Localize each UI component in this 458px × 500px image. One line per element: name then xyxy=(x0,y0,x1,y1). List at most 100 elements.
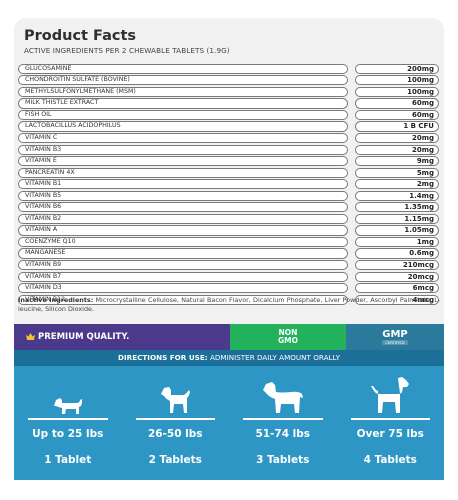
ingredient-amount: 210mcg xyxy=(355,259,439,271)
ingredient-amount: 20mg xyxy=(355,144,439,155)
ingredient-name: VITAMIN B9 xyxy=(18,259,348,271)
ingredient-row: METHYLSULFONYLMETHANE (MSM) 100mg xyxy=(18,86,440,98)
directions-label: DIRECTIONS FOR USE: xyxy=(118,353,208,362)
weight-range: Over 75 lbs xyxy=(356,428,424,440)
ingredient-row: PANCREATIN 4X 5mg xyxy=(18,167,440,179)
small-dog-icon xyxy=(53,398,82,414)
inactive-ingredients-text: Microcrystalline Cellulose, Natural Baco… xyxy=(18,296,440,313)
ingredient-amount: 6mcg xyxy=(355,283,439,294)
ingredient-name: VITAMIN A xyxy=(18,225,348,236)
ingredient-row: MILK THISTLE EXTRACT 60mg xyxy=(18,98,440,110)
ingredient-row: FISH OIL 60mg xyxy=(18,109,440,121)
ingredient-name: PANCREATIN 4X xyxy=(18,167,348,178)
ingredient-amount: 0.6mg xyxy=(355,248,439,259)
ingredient-name: VITAMIN D3 xyxy=(18,283,348,294)
ingredient-row: VITAMIN B6 1.35mg xyxy=(18,202,440,214)
directions-section: DIRECTIONS FOR USE: ADMINISTER DAILY AMO… xyxy=(14,350,444,480)
ingredient-amount: 100mg xyxy=(355,86,439,97)
ingredient-name: VITAMIN B2 xyxy=(18,213,348,224)
tablet-dose: 3 Tablets xyxy=(256,454,310,466)
weight-range: Up to 25 lbs xyxy=(32,428,104,440)
dosage-columns: Up to 25 lbs 1 Tablet 26-50 lbs 2 Tablet… xyxy=(14,370,444,480)
product-facts-subtitle: ACTIVE INGREDIENTS PER 2 CHEWABLE TABLET… xyxy=(24,46,230,55)
ingredient-row: VITAMIN B3 20mg xyxy=(18,144,440,156)
ingredient-name: METHYLSULFONYLMETHANE (MSM) xyxy=(18,86,348,97)
ingredient-name: GLUCOSAMINE xyxy=(18,63,348,74)
dosage-column-4: Over 75 lbs 4 Tablets xyxy=(337,370,445,480)
premium-quality-badge: PREMIUM QUALITY. xyxy=(14,324,230,350)
tablet-dose: 4 Tablets xyxy=(363,454,417,466)
dosage-column-1: Up to 25 lbs 1 Tablet xyxy=(14,370,122,480)
divider-line xyxy=(350,418,430,420)
ingredient-row: VITAMIN B2 1.15mg xyxy=(18,213,440,225)
ingredient-name: MILK THISTLE EXTRACT xyxy=(18,98,348,109)
weight-range: 51-74 lbs xyxy=(255,428,311,440)
ingredient-name: CHONDROITIN SULFATE (BOVINE) xyxy=(18,75,348,86)
tablet-dose: 1 Tablet xyxy=(44,454,92,466)
ingredient-amount: 1.35mg xyxy=(355,202,439,213)
ingredient-row: VITAMIN B1 2mg xyxy=(18,178,440,190)
ingredient-row: GLUCOSAMINE 200mg xyxy=(18,63,440,75)
divider-line xyxy=(135,418,215,420)
ingredient-row: CHONDROITIN SULFATE (BOVINE) 100mg xyxy=(18,75,440,87)
ingredient-amount: 60mg xyxy=(355,109,439,121)
non-gmo-label-bottom: GMO xyxy=(278,336,298,345)
ingredient-amount: 1mg xyxy=(355,236,439,248)
non-gmo-label-top: NON xyxy=(278,328,298,337)
divider-line xyxy=(243,418,323,420)
ingredient-row: VITAMIN B5 1.4mg xyxy=(18,190,440,202)
ingredient-amount: 100mg xyxy=(355,75,439,86)
ingredient-name: FISH OIL xyxy=(18,109,348,121)
ingredient-amount: 20mcg xyxy=(355,271,439,282)
dosage-column-2: 26-50 lbs 2 Tablets xyxy=(122,370,230,480)
inactive-ingredients-label: Inactive Ingredients: xyxy=(18,296,94,304)
product-facts-panel: Product Facts ACTIVE INGREDIENTS PER 2 C… xyxy=(14,18,444,324)
ingredient-row: VITAMIN A 1.05mg xyxy=(18,225,440,237)
gmp-certified-label: CERTIFIED xyxy=(382,340,408,345)
ingredient-amount: 60mg xyxy=(355,98,439,109)
ingredient-list: GLUCOSAMINE 200mg CHONDROITIN SULFATE (BOV… xyxy=(18,63,440,305)
ingredient-amount: 20mg xyxy=(355,132,439,144)
non-gmo-badge: NON GMO xyxy=(230,324,346,350)
large-dog-icon xyxy=(262,382,303,413)
ingredient-amount: 1.15mg xyxy=(355,213,439,224)
crown-icon xyxy=(26,333,35,340)
ingredient-name: VITAMIN B1 xyxy=(18,179,348,190)
ingredient-name: LACTOBACILLUS ACIDOPHILUS xyxy=(18,121,348,132)
ingredient-name: COENZYME Q10 xyxy=(18,236,348,248)
ingredient-row: LACTOBACILLUS ACIDOPHILUS 1 B CFU xyxy=(18,121,440,133)
ingredient-row: VITAMIN B9 210mcg xyxy=(18,259,440,271)
quality-badges-bar: PREMIUM QUALITY. NON GMO GMP CERTIFIED xyxy=(14,324,444,350)
product-facts-title: Product Facts xyxy=(24,28,137,44)
ingredient-name: VITAMIN B5 xyxy=(18,190,348,201)
ingredient-name: VITAMIN C xyxy=(18,132,348,144)
ingredient-row: VITAMIN D3 6mcg xyxy=(18,282,440,294)
ingredient-row: MANGANESE 0.6mg xyxy=(18,248,440,260)
tablet-dose: 2 Tablets xyxy=(148,454,202,466)
ingredient-amount: 1 B CFU xyxy=(355,121,439,132)
xl-dog-icon xyxy=(371,377,410,413)
ingredient-name: VITAMIN B6 xyxy=(18,202,348,213)
ingredient-amount: 1.05mg xyxy=(355,225,439,236)
directions-header: DIRECTIONS FOR USE: ADMINISTER DAILY AMO… xyxy=(14,350,444,366)
ingredient-amount: 2mg xyxy=(355,179,439,190)
ingredient-amount: 4mcg xyxy=(355,294,439,305)
ingredient-amount: 9mg xyxy=(355,156,439,167)
ingredient-name: VITAMIN B12 xyxy=(18,294,348,305)
ingredient-row: COENZYME Q10 1mg xyxy=(18,236,440,248)
ingredient-name: VITAMIN B7 xyxy=(18,271,348,282)
ingredient-amount: 1.4mg xyxy=(355,190,439,201)
ingredient-name: VITAMIN E xyxy=(18,156,348,167)
ingredient-name: MANGANESE xyxy=(18,248,348,259)
weight-range: 26-50 lbs xyxy=(147,428,203,440)
gmp-badge: GMP CERTIFIED xyxy=(346,324,444,350)
ingredient-name: VITAMIN B3 xyxy=(18,144,348,155)
ingredient-row: VITAMIN B12 4mcg xyxy=(18,294,440,306)
dosage-column-3: 51-74 lbs 3 Tablets xyxy=(229,370,337,480)
medium-dog-icon xyxy=(161,387,191,413)
ingredient-amount: 200mg xyxy=(355,63,439,74)
inactive-ingredients: Inactive Ingredients: Microcrystalline C… xyxy=(18,296,440,313)
gmp-label: GMP xyxy=(382,329,408,340)
ingredient-row: VITAMIN E 9mg xyxy=(18,155,440,167)
divider-line xyxy=(28,418,108,420)
